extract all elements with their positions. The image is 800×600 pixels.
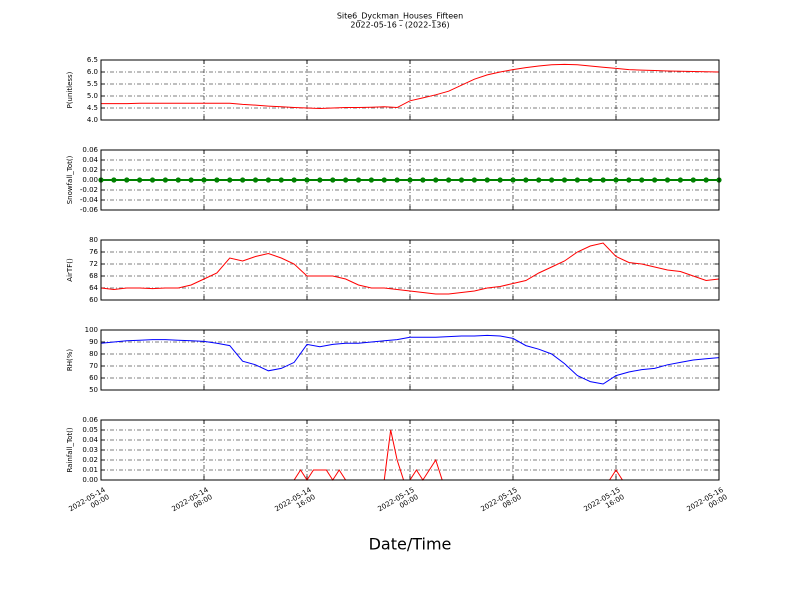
data-marker: [433, 177, 439, 183]
y-tick-label: 60: [89, 296, 98, 304]
y-tick-label: -0.04: [80, 196, 99, 204]
y-tick-label: 0.01: [82, 466, 98, 474]
data-marker: [355, 177, 362, 183]
data-marker: [484, 177, 490, 183]
y-axis-label: Rainfall_Tot(): [66, 427, 74, 472]
data-marker: [703, 177, 709, 183]
chart-subtitle: 2022-05-16 - (2022-136): [350, 21, 449, 30]
data-marker: [652, 177, 658, 183]
x-axis-label: Date/Time: [369, 535, 452, 554]
data-marker: [149, 177, 156, 183]
data-marker: [458, 177, 465, 183]
data-marker: [252, 177, 259, 183]
y-tick-label: 60: [89, 374, 98, 382]
data-marker: [664, 177, 671, 183]
y-tick-label: 0.06: [82, 146, 98, 154]
data-marker: [549, 177, 555, 183]
y-tick-label: 76: [89, 248, 98, 256]
data-marker: [343, 177, 349, 183]
plot-frame: [100, 149, 720, 211]
data-line: [100, 334, 720, 385]
y-axis-label: RH(%): [66, 349, 74, 372]
data-marker: [639, 177, 645, 183]
data-marker: [690, 177, 696, 183]
data-line: [101, 429, 719, 481]
data-marker: [497, 177, 503, 183]
y-tick-label: 0.02: [82, 456, 98, 464]
y-tick-label: 80: [89, 236, 98, 244]
data-marker: [330, 177, 336, 183]
data-marker: [201, 177, 207, 183]
y-tick-label: 0.06: [82, 416, 98, 424]
data-marker: [214, 177, 220, 183]
y-tick-label: 0.04: [82, 156, 98, 164]
data-marker: [587, 177, 593, 183]
data-marker: [175, 177, 181, 183]
data-marker: [291, 177, 297, 183]
plot-frame: [100, 59, 720, 121]
data-marker: [394, 177, 400, 183]
y-tick-label: 4.5: [87, 104, 98, 112]
y-tick-label: 6.0: [87, 68, 98, 76]
data-marker: [407, 177, 413, 183]
data-marker: [420, 177, 426, 183]
data-marker: [523, 177, 529, 183]
y-tick-label: 0.03: [82, 446, 98, 454]
y-axis-label: AirTF(): [66, 258, 74, 282]
plot-frame: [100, 239, 720, 301]
data-line: [100, 242, 720, 295]
y-tick-label: 0.00: [82, 476, 98, 484]
y-tick-label: 64: [89, 284, 98, 292]
data-marker: [162, 177, 168, 183]
data-marker: [600, 177, 606, 183]
y-tick-label: 5.0: [87, 92, 98, 100]
y-tick-label: 6.5: [87, 56, 98, 64]
data-marker: [124, 177, 130, 183]
y-tick-label: 0.00: [82, 176, 98, 184]
data-marker: [188, 177, 194, 183]
y-tick-label: -0.06: [80, 206, 99, 214]
data-marker: [613, 177, 619, 183]
y-axis-label: P(unitless): [66, 71, 74, 108]
chart-title: Site6_Dyckman_Houses_Fifteen: [337, 12, 463, 21]
data-line: [101, 63, 720, 109]
y-tick-label: 68: [89, 272, 98, 280]
data-marker: [626, 177, 632, 183]
data-marker: [240, 177, 246, 183]
data-marker: [111, 177, 117, 183]
data-marker: [471, 177, 477, 183]
y-tick-label: 80: [89, 350, 98, 358]
plot-frame: [100, 419, 720, 481]
data-marker: [446, 177, 452, 183]
data-marker: [227, 177, 233, 183]
y-tick-label: 72: [89, 260, 98, 268]
data-marker: [304, 177, 310, 183]
data-marker: [574, 177, 580, 183]
data-marker: [677, 177, 683, 183]
y-tick-label: 4.0: [87, 116, 98, 124]
data-marker: [317, 177, 323, 183]
y-tick-label: 100: [85, 326, 98, 334]
y-tick-label: 90: [89, 338, 98, 346]
plot-frame: [100, 329, 720, 391]
data-marker: [137, 177, 143, 183]
y-tick-label: 5.5: [87, 80, 98, 88]
data-marker: [381, 177, 387, 183]
y-axis-label: Snowfall_Tot(): [66, 155, 74, 204]
y-tick-label: 0.04: [82, 436, 98, 444]
data-marker: [265, 177, 271, 183]
data-marker: [278, 177, 284, 183]
data-marker: [561, 177, 568, 183]
y-tick-label: -0.02: [80, 186, 98, 194]
y-tick-label: 0.02: [82, 166, 98, 174]
data-marker: [368, 177, 374, 183]
data-marker: [536, 177, 542, 183]
y-tick-label: 70: [89, 362, 98, 370]
y-tick-label: 50: [89, 386, 98, 394]
y-tick-label: 0.05: [82, 426, 98, 434]
data-marker: [510, 177, 516, 183]
